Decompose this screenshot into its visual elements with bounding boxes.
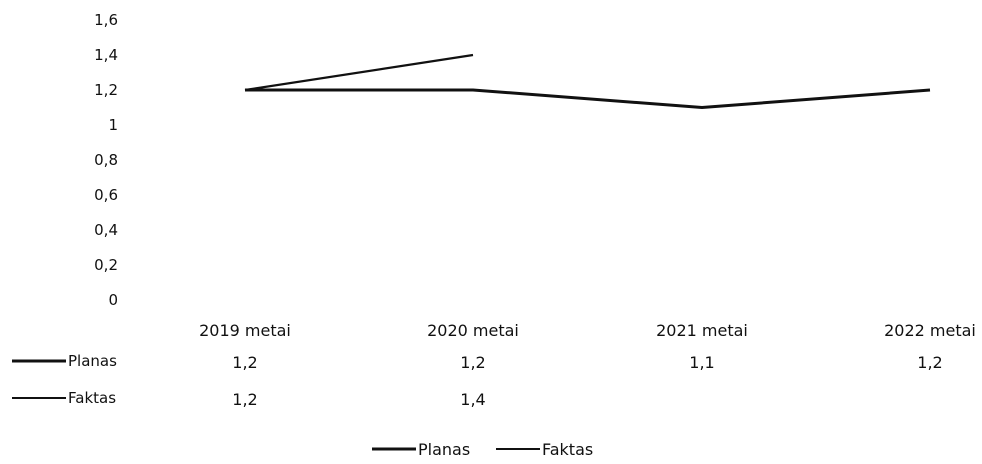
table-row-label: Faktas <box>68 389 116 407</box>
y-tick-label: 0,8 <box>94 151 118 169</box>
y-tick-label: 1,2 <box>94 81 118 99</box>
table-cell-value: 1,2 <box>232 390 257 409</box>
y-tick-label: 1 <box>108 116 118 134</box>
x-category-label: 2021 metai <box>656 321 748 340</box>
series-line-faktas <box>244 53 474 92</box>
table-cell-value: 1,2 <box>232 353 257 372</box>
y-tick-label: 0,2 <box>94 256 118 274</box>
y-tick-label: 1,6 <box>94 11 118 29</box>
table-cell-value: 1,4 <box>460 390 485 409</box>
table-row-label: Planas <box>68 352 117 370</box>
table-cell-value: 1,1 <box>689 353 714 372</box>
legend-label: Faktas <box>542 440 593 459</box>
series-line-planas <box>245 88 931 109</box>
legend-label: Planas <box>418 440 470 459</box>
x-category-label: 2019 metai <box>199 321 291 340</box>
x-category-label: 2022 metai <box>884 321 976 340</box>
y-tick-label: 0 <box>108 291 118 309</box>
y-tick-label: 1,4 <box>94 46 118 64</box>
y-tick-label: 0,4 <box>94 221 118 239</box>
x-category-label: 2020 metai <box>427 321 519 340</box>
table-cell-value: 1,2 <box>917 353 942 372</box>
table-cell-value: 1,2 <box>460 353 485 372</box>
y-tick-label: 0,6 <box>94 186 118 204</box>
